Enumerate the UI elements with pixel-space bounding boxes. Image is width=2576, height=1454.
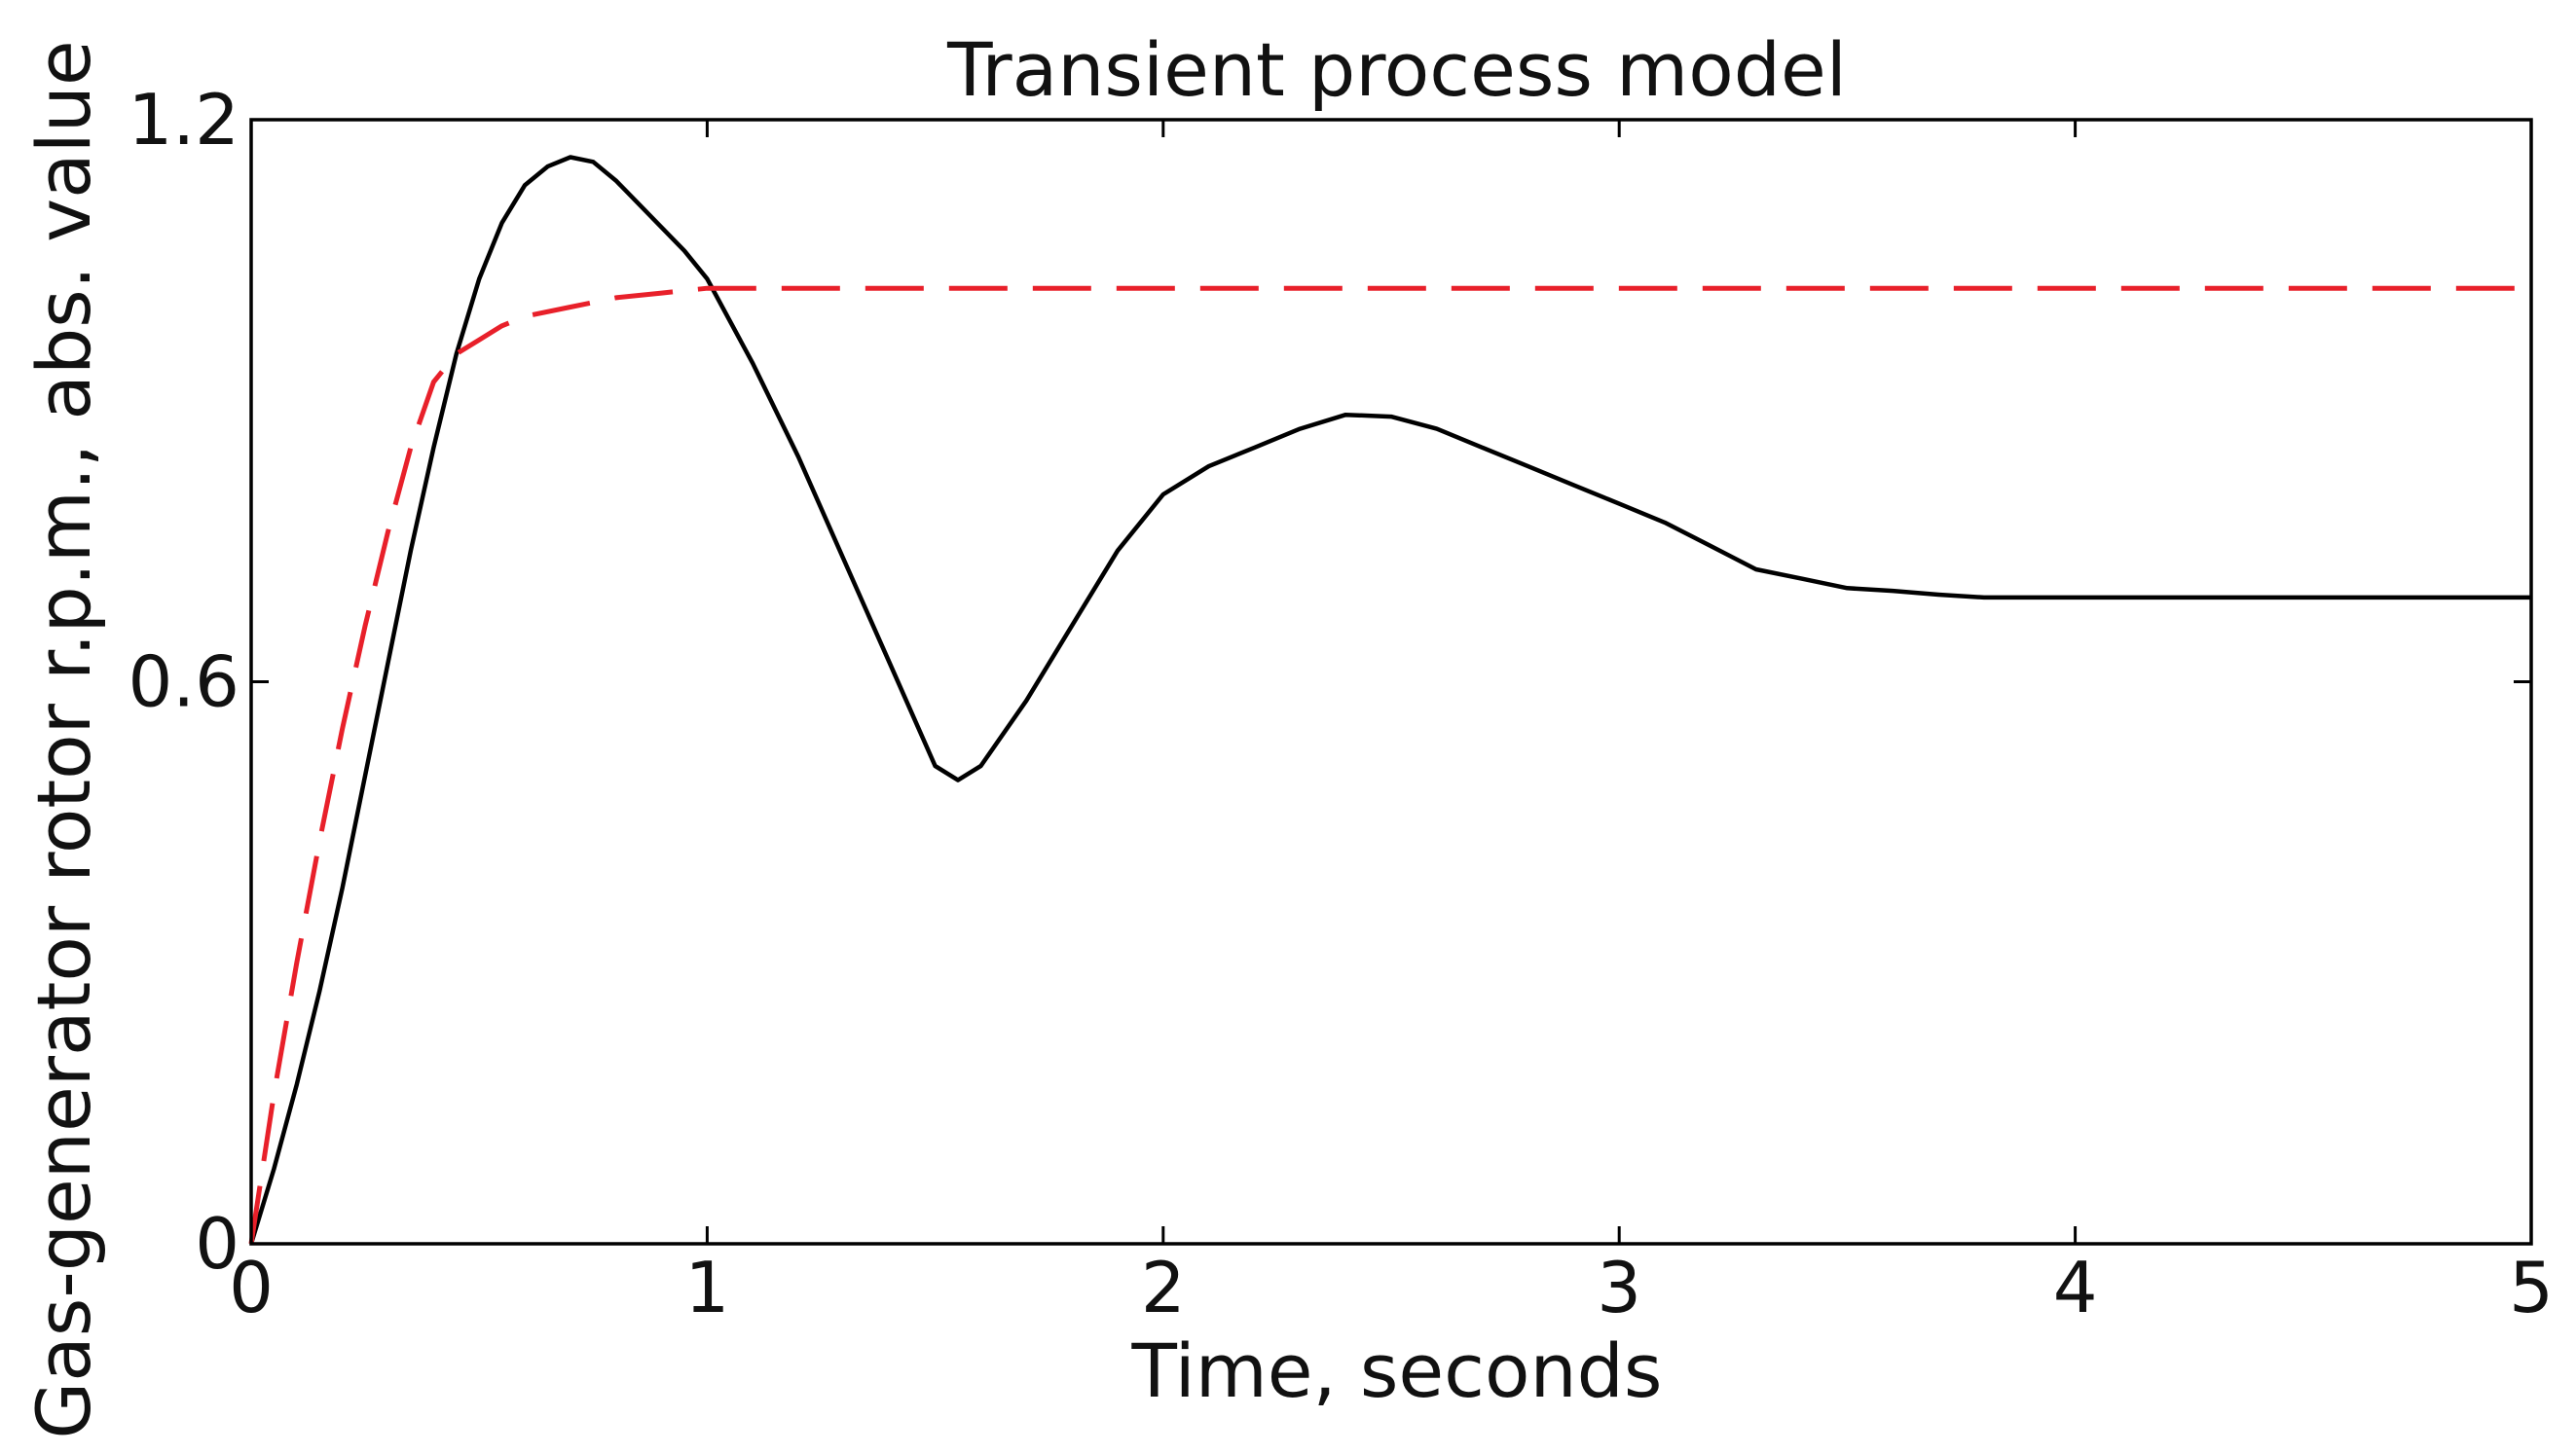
plot-area: 0 1 2 3 4 5 0 0.6 1.2 bbox=[128, 79, 2553, 1328]
x-tick-label: 1 bbox=[684, 1247, 729, 1328]
y-tick-label: 0.6 bbox=[128, 641, 239, 723]
series-line-2 bbox=[248, 285, 2531, 1245]
x-tick-label: 5 bbox=[2509, 1247, 2554, 1328]
x-tick-label: 4 bbox=[2053, 1247, 2098, 1328]
x-tick-label: 3 bbox=[1597, 1247, 1641, 1328]
x-tick-label: 2 bbox=[1141, 1247, 1186, 1328]
series-line-1 bbox=[248, 155, 2531, 1245]
x-axis-label: Time, seconds bbox=[1131, 1327, 1663, 1414]
y-tick-label: 1.2 bbox=[128, 79, 239, 161]
y-axis-label: Gas-generator rotor r.p.m., abs. value bbox=[20, 40, 107, 1438]
chart-title: Transient process model bbox=[946, 26, 1847, 113]
y-tick-label: 0 bbox=[195, 1203, 239, 1285]
x-tick-label: 0 bbox=[229, 1247, 274, 1328]
